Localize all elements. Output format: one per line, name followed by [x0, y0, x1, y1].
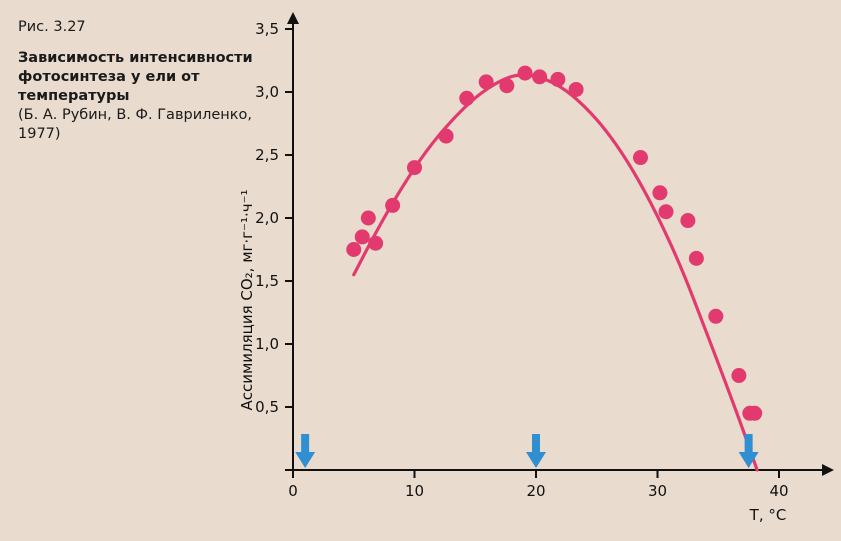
y-tick-label: 2,0: [255, 209, 279, 227]
data-point: [407, 160, 422, 176]
data-point: [747, 405, 763, 421]
data-point: [346, 242, 362, 257]
data-point: [354, 229, 370, 245]
x-tick-label: 10: [405, 482, 424, 500]
data-point: [459, 90, 475, 106]
y-axis-label: Ассимиляция CO₂, мг·г⁻¹·ч⁻¹: [238, 189, 256, 410]
x-axis-label: T, °C: [749, 506, 787, 524]
axes: 0,5 1,0 1,5 2,0 2,5 3,0 3,5 0 10 20 30 40: [255, 12, 834, 500]
chart-marks: [295, 65, 763, 472]
data-point: [632, 150, 648, 166]
data-point: [568, 81, 584, 97]
temperature-marker-arrow: [738, 434, 759, 468]
figure-authors: (Б. А. Рубин, В. Ф. Гавриленко, 1977): [18, 107, 253, 142]
y-tick-label: 1,5: [255, 272, 279, 290]
data-point: [385, 197, 401, 213]
y-tick-label: 0,5: [255, 398, 279, 416]
x-tick-label: 40: [769, 482, 788, 500]
data-point: [438, 128, 454, 144]
x-tick-label: 20: [526, 482, 545, 500]
figure-title: Зависимость интенсивности фотосинтеза у …: [18, 50, 253, 104]
y-tick-label: 3,0: [255, 83, 279, 101]
y-tick-label: 3,5: [255, 20, 279, 38]
data-point: [550, 71, 566, 87]
data-point: [731, 368, 747, 383]
temperature-marker-arrow: [526, 434, 546, 468]
data-point: [360, 210, 376, 226]
temperature-marker-arrow: [295, 434, 316, 468]
figure-caption: Рис. 3.27 Зависимость интенсивности фото…: [18, 18, 258, 144]
data-point: [517, 65, 533, 81]
data-point: [680, 213, 696, 229]
data-point: [688, 250, 704, 266]
figure-number: Рис. 3.27: [18, 19, 86, 35]
x-tick-label: 30: [648, 482, 667, 500]
data-point: [499, 78, 515, 94]
data-point: [478, 74, 494, 90]
x-tick-label: 0: [288, 482, 298, 500]
y-tick-label: 2,5: [255, 146, 279, 164]
data-point: [532, 69, 548, 85]
y-tick-label: 1,0: [255, 335, 279, 353]
fit-curve: [352, 73, 759, 472]
data-point: [708, 308, 724, 324]
data-point: [368, 235, 384, 251]
data-point: [658, 204, 674, 220]
data-point: [652, 185, 668, 201]
